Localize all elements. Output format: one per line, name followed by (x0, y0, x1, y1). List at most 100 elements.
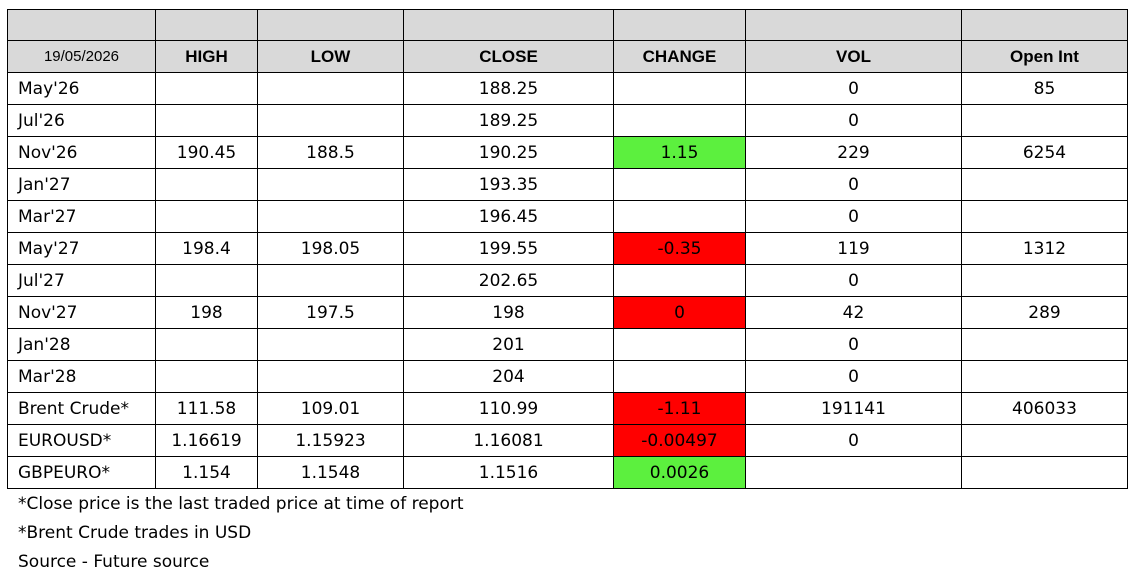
change-cell (613, 72, 746, 105)
close-cell: 196.45 (403, 200, 614, 233)
low-cell (257, 168, 404, 201)
vol-cell: 119 (745, 232, 962, 265)
vol-cell: 0 (745, 328, 962, 361)
table-row: May'27 198.4 198.05 199.55 -0.35 119 1312 (7, 232, 1128, 265)
open-int-cell (961, 200, 1128, 233)
open-int-cell (961, 104, 1128, 137)
vol-cell: 0 (745, 72, 962, 105)
blank-cell (155, 9, 258, 41)
contract-name-cell: Brent Crude* (7, 392, 156, 425)
close-cell: 189.25 (403, 104, 614, 137)
table-row: Jan'27 193.35 0 (7, 168, 1128, 201)
vol-cell: 191141 (745, 392, 962, 425)
header-vol: VOL (745, 40, 962, 73)
high-cell (155, 264, 258, 297)
table-row: Nov'26 190.45 188.5 190.25 1.15 229 6254 (7, 136, 1128, 169)
vol-cell: 0 (745, 200, 962, 233)
change-cell: 1.15 (613, 136, 746, 169)
contract-name-cell: Jul'26 (7, 104, 156, 137)
table-row: Mar'27 196.45 0 (7, 200, 1128, 233)
blank-cell (257, 9, 404, 41)
blank-cell (745, 9, 962, 41)
header-open-int: Open Int (961, 40, 1128, 73)
low-cell: 109.01 (257, 392, 404, 425)
blank-cell (961, 9, 1128, 41)
close-cell: 193.35 (403, 168, 614, 201)
vol-cell: 0 (745, 424, 962, 457)
footnotes: *Close price is the last traded price at… (18, 490, 464, 577)
footnote-source: Source - Future source (18, 552, 210, 572)
close-cell: 201 (403, 328, 614, 361)
open-int-cell: 6254 (961, 136, 1128, 169)
close-cell: 198 (403, 296, 614, 329)
high-cell: 111.58 (155, 392, 258, 425)
vol-cell: 0 (745, 360, 962, 393)
vol-cell: 0 (745, 104, 962, 137)
contract-name-cell: May'26 (7, 72, 156, 105)
high-cell: 198.4 (155, 232, 258, 265)
vol-cell: 0 (745, 168, 962, 201)
header-low: LOW (257, 40, 404, 73)
low-cell (257, 360, 404, 393)
open-int-cell: 406033 (961, 392, 1128, 425)
open-int-cell (961, 264, 1128, 297)
table-row: Jan'28 201 0 (7, 328, 1128, 361)
contract-name-cell: Mar'28 (7, 360, 156, 393)
table-row: GBPEURO* 1.154 1.1548 1.1516 0.0026 (7, 456, 1128, 489)
open-int-cell (961, 328, 1128, 361)
low-cell: 1.15923 (257, 424, 404, 457)
contract-name-cell: Mar'27 (7, 200, 156, 233)
column-header-row: 19/05/2026 HIGH LOW CLOSE CHANGE VOL Ope… (7, 40, 1128, 73)
high-cell: 190.45 (155, 136, 258, 169)
high-cell (155, 328, 258, 361)
vol-cell (745, 456, 962, 489)
high-cell (155, 360, 258, 393)
vol-cell: 42 (745, 296, 962, 329)
low-cell: 198.05 (257, 232, 404, 265)
change-cell (613, 200, 746, 233)
header-high: HIGH (155, 40, 258, 73)
low-cell (257, 104, 404, 137)
close-cell: 1.1516 (403, 456, 614, 489)
high-cell: 198 (155, 296, 258, 329)
low-cell: 197.5 (257, 296, 404, 329)
table-row: Jul'27 202.65 0 (7, 264, 1128, 297)
high-cell (155, 104, 258, 137)
high-cell (155, 168, 258, 201)
change-cell: 0.0026 (613, 456, 746, 489)
table-row: Jul'26 189.25 0 (7, 104, 1128, 137)
low-cell (257, 328, 404, 361)
high-cell: 1.154 (155, 456, 258, 489)
table-row: Mar'28 204 0 (7, 360, 1128, 393)
contract-name-cell: Jul'27 (7, 264, 156, 297)
open-int-cell (961, 424, 1128, 457)
table-row: EUROUSD* 1.16619 1.15923 1.16081 -0.00497 0 (7, 424, 1128, 457)
open-int-cell: 289 (961, 296, 1128, 329)
high-cell (155, 72, 258, 105)
footnote-brent-usd: *Brent Crude trades in USD (18, 523, 252, 543)
change-cell (613, 360, 746, 393)
change-cell (613, 264, 746, 297)
low-cell (257, 72, 404, 105)
close-cell: 188.25 (403, 72, 614, 105)
low-cell: 1.1548 (257, 456, 404, 489)
contract-name-cell: GBPEURO* (7, 456, 156, 489)
blank-header-row (7, 9, 1128, 41)
change-cell (613, 328, 746, 361)
change-cell: -1.11 (613, 392, 746, 425)
contract-name-cell: EUROUSD* (7, 424, 156, 457)
change-cell: 0 (613, 296, 746, 329)
contract-name-cell: Nov'26 (7, 136, 156, 169)
open-int-cell (961, 360, 1128, 393)
blank-cell (7, 9, 156, 41)
table-row: Brent Crude* 111.58 109.01 110.99 -1.11 19114… (7, 392, 1128, 425)
close-cell: 110.99 (403, 392, 614, 425)
vol-cell: 0 (745, 264, 962, 297)
header-close: CLOSE (403, 40, 614, 73)
report-date: 19/05/2026 (7, 40, 156, 73)
close-cell: 199.55 (403, 232, 614, 265)
contract-name-cell: Jan'28 (7, 328, 156, 361)
open-int-cell: 1312 (961, 232, 1128, 265)
blank-cell (403, 9, 614, 41)
close-cell: 1.16081 (403, 424, 614, 457)
